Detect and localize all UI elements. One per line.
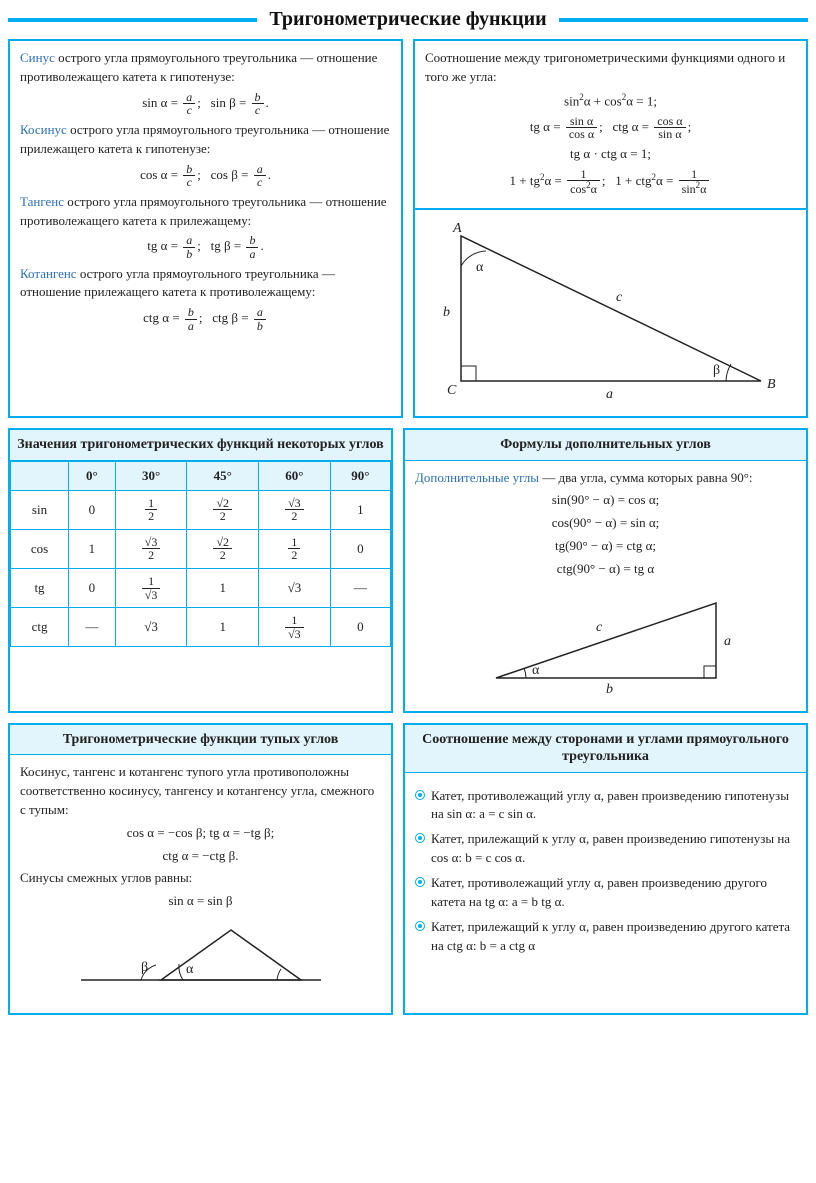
rel-hdr: Соотношение между тригонометрическими фу… [425,49,796,87]
rel-f1: sin2α + cos2α = 1; [425,91,796,111]
table-row: ctg — √3 1 1√3 0 [11,608,391,647]
values-table: 0° 30° 45° 60° 90° sin 0 12 √22 √32 1 co… [10,461,391,648]
table-row: 0° 30° 45° 60° 90° [11,461,391,490]
panel-values-table: Значения тригонометрических функций неко… [8,428,393,713]
svg-text:β: β [141,960,148,975]
svg-text:b: b [606,682,613,693]
rel-f2: tg α = sin αcos α; ctg α = cos αsin α; [425,115,796,141]
bullet-icon [415,790,425,800]
col-relations: Соотношение между тригонометрическими фу… [413,39,808,418]
compl-hdr: Формулы дополнительных углов [405,430,806,461]
title-bar-left [8,18,257,22]
formula-sin: sin α = ac; sin β = bc. [20,91,391,117]
svg-text:c: c [616,290,623,305]
row-1: Синус острого угла прямоугольного треуго… [8,39,808,418]
svg-text:β: β [713,363,720,378]
formula-cos: cos α = bc; cos β = ac. [20,163,391,189]
bullet-3: Катет, противолежащий углу α, равен прои… [415,874,796,912]
svg-text:α: α [476,260,484,275]
triangle-3-svg: β α [71,915,331,995]
table-row: cos 1 √32 √22 12 0 [11,529,391,568]
kw-sin: Синус [20,50,55,65]
def-sin: Синус острого угла прямоугольного треуго… [20,49,391,87]
formula-tg: tg α = ab; tg β = ba. [20,234,391,260]
values-hdr: Значения тригонометрических функций неко… [10,430,391,461]
kw-ctg: Котангенс [20,266,77,281]
panel-obtuse: Тригонометрические функции тупых углов К… [8,723,393,1015]
title-bar-right [559,18,808,22]
row-2: Значения тригонометрических функций неко… [8,428,808,713]
svg-text:α: α [532,663,540,678]
compl-f3: tg(90° − α) = ctg α; [415,537,796,556]
svg-text:c: c [596,620,603,635]
bullet-2: Катет, прилежащий к углу α, равен произв… [415,830,796,868]
page-title: Тригонометрические функции [257,8,558,31]
kw-cos: Косинус [20,122,67,137]
svg-text:α: α [186,962,194,977]
table-row: tg 0 1√3 1 √3 — [11,568,391,607]
rel-f3: tg α · ctg α = 1; [425,145,796,164]
panel-triangle-1: A B C b a c α β [413,210,808,418]
bullet-icon [415,921,425,931]
triangle-1-svg: A B C b a c α β [421,216,781,406]
def-tg: Тангенс острого угла прямоугольного треу… [20,193,391,231]
formula-ctg: ctg α = ba; ctg β = ab [20,306,391,332]
sides-hdr: Соотношение между сторонами и углами пря… [405,725,806,773]
table-row: sin 0 12 √22 √32 1 [11,490,391,529]
panel-sides: Соотношение между сторонами и углами пря… [403,723,808,1015]
rel-f4: 1 + tg2α = 1cos2α; 1 + ctg2α = 1sin2α [425,168,796,196]
bullet-4: Катет, прилежащий к углу α, равен произв… [415,918,796,956]
table-corner [11,461,69,490]
row-3: Тригонометрические функции тупых углов К… [8,723,808,1015]
bullet-1: Катет, противолежащий углу α, равен прои… [415,787,796,825]
panel-definitions: Синус острого угла прямоугольного треуго… [8,39,403,418]
bullet-icon [415,833,425,843]
page-title-bar: Тригонометрические функции [8,8,808,31]
svg-text:A: A [452,221,462,236]
compl-triangle: c a b α [415,583,796,699]
kw-tg: Тангенс [20,194,64,209]
compl-f2: cos(90° − α) = sin α; [415,514,796,533]
compl-f4: ctg(90° − α) = tg α [415,560,796,579]
compl-def: Дополнительные углы — два угла, сумма ко… [415,469,796,488]
obtuse-f2: ctg α = −ctg β. [20,847,381,866]
def-ctg: Котангенс острого угла прямоугольного тр… [20,265,391,303]
svg-text:C: C [447,383,457,398]
compl-f1: sin(90° − α) = cos α; [415,491,796,510]
triangle-2-svg: c a b α [466,583,746,693]
obtuse-hdr: Тригонометрические функции тупых углов [10,725,391,756]
obtuse-p1: Косинус, тангенс и котангенс тупого угла… [20,763,381,820]
panel-relations: Соотношение между тригонометрическими фу… [413,39,808,210]
obtuse-f1: cos α = −cos β; tg α = −tg β; [20,824,381,843]
bullet-icon [415,877,425,887]
svg-text:a: a [724,634,731,649]
svg-text:a: a [606,387,613,402]
panel-complementary: Формулы дополнительных углов Дополнитель… [403,428,808,713]
svg-text:b: b [443,305,450,320]
svg-text:B: B [767,377,776,392]
def-cos: Косинус острого угла прямоугольного треу… [20,121,391,159]
obtuse-p2: Синусы смежных углов равны: [20,869,381,888]
obtuse-f3: sin α = sin β [20,892,381,911]
obtuse-triangle: β α [20,915,381,1001]
